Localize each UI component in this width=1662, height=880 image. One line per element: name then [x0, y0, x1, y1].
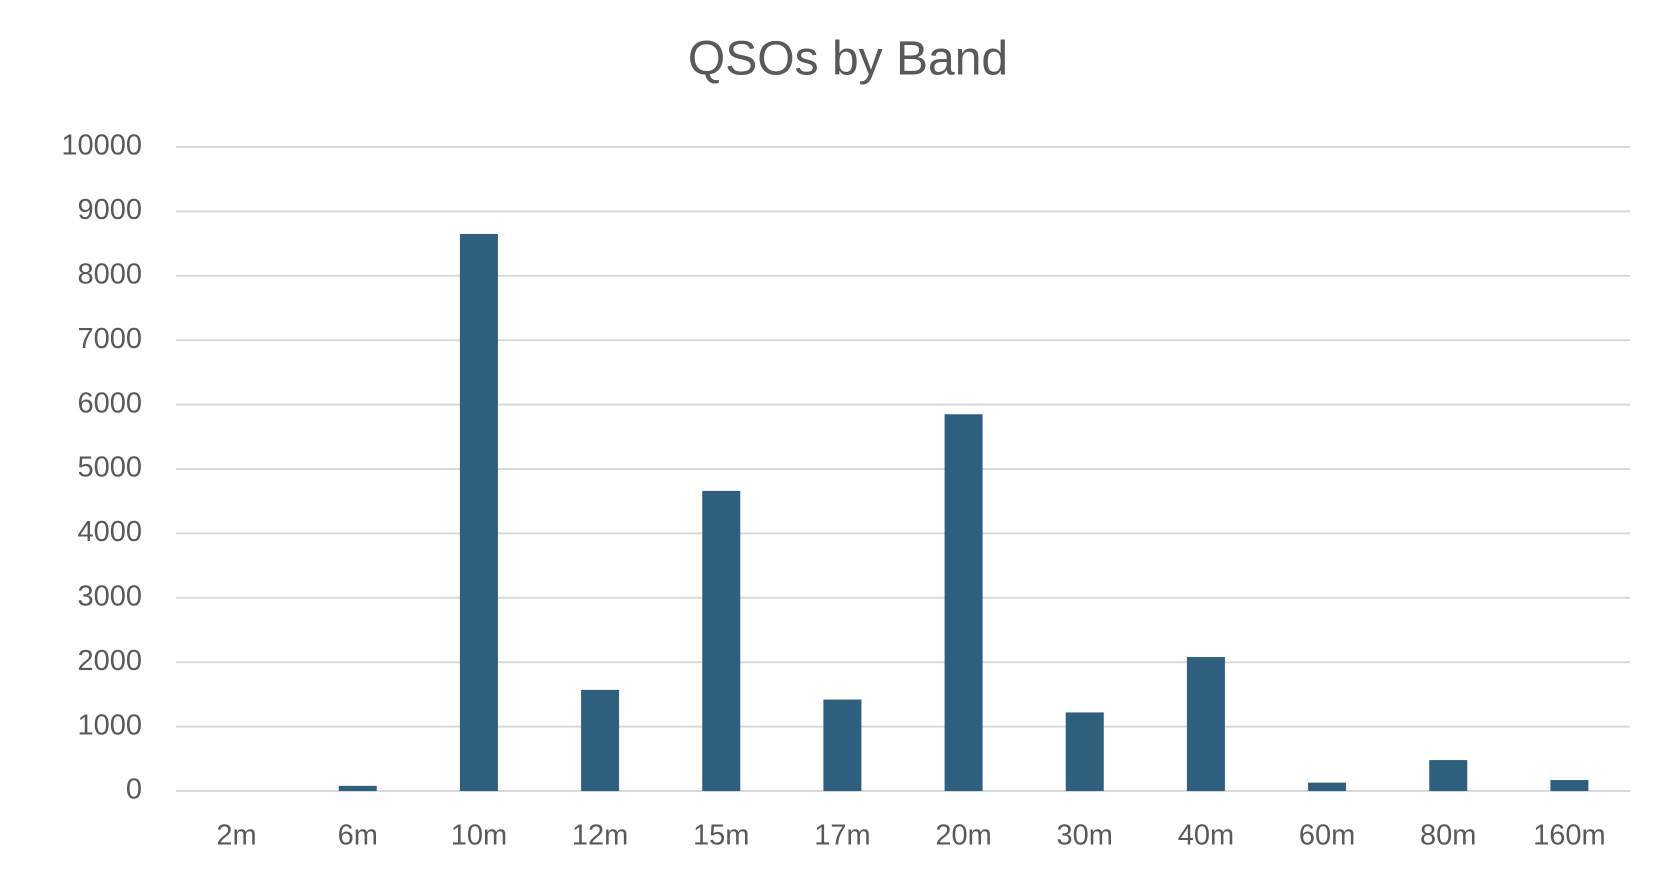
y-tick-label: 10000: [61, 130, 142, 162]
bar: [702, 490, 741, 791]
x-tick-label: 12m: [572, 820, 628, 852]
bar: [823, 699, 862, 791]
chart-title: QSOs by Band: [688, 33, 1008, 86]
x-tick-label: 80m: [1420, 820, 1476, 852]
bar: [1550, 780, 1589, 791]
y-tick-label: 9000: [77, 194, 142, 226]
y-tick-label: 0: [126, 774, 142, 806]
bar: [1308, 782, 1347, 791]
y-tick-label: 3000: [77, 580, 142, 612]
x-tick-label: 30m: [1057, 820, 1113, 852]
bar: [944, 414, 983, 791]
bar: [459, 233, 498, 791]
bar: [1186, 657, 1225, 791]
y-tick-label: 8000: [77, 258, 142, 290]
x-tick-label: 17m: [814, 820, 870, 852]
x-tick-label: 2m: [216, 820, 256, 852]
y-tick-label: 2000: [77, 645, 142, 677]
y-tick-label: 5000: [77, 452, 142, 484]
bar: [1429, 760, 1468, 791]
x-tick-label: 40m: [1178, 820, 1234, 852]
x-tick-label: 6m: [338, 820, 378, 852]
bar: [338, 785, 377, 791]
x-tick-label: 160m: [1533, 820, 1606, 852]
x-tick-label: 60m: [1299, 820, 1355, 852]
y-tick-label: 1000: [77, 709, 142, 741]
x-tick-label: 20m: [935, 820, 991, 852]
x-tick-label: 10m: [451, 820, 507, 852]
bar: [1065, 712, 1104, 791]
y-tick-label: 6000: [77, 387, 142, 419]
x-tick-label: 15m: [693, 820, 749, 852]
y-tick-label: 4000: [77, 516, 142, 548]
y-tick-label: 7000: [77, 323, 142, 355]
bar: [581, 689, 620, 791]
